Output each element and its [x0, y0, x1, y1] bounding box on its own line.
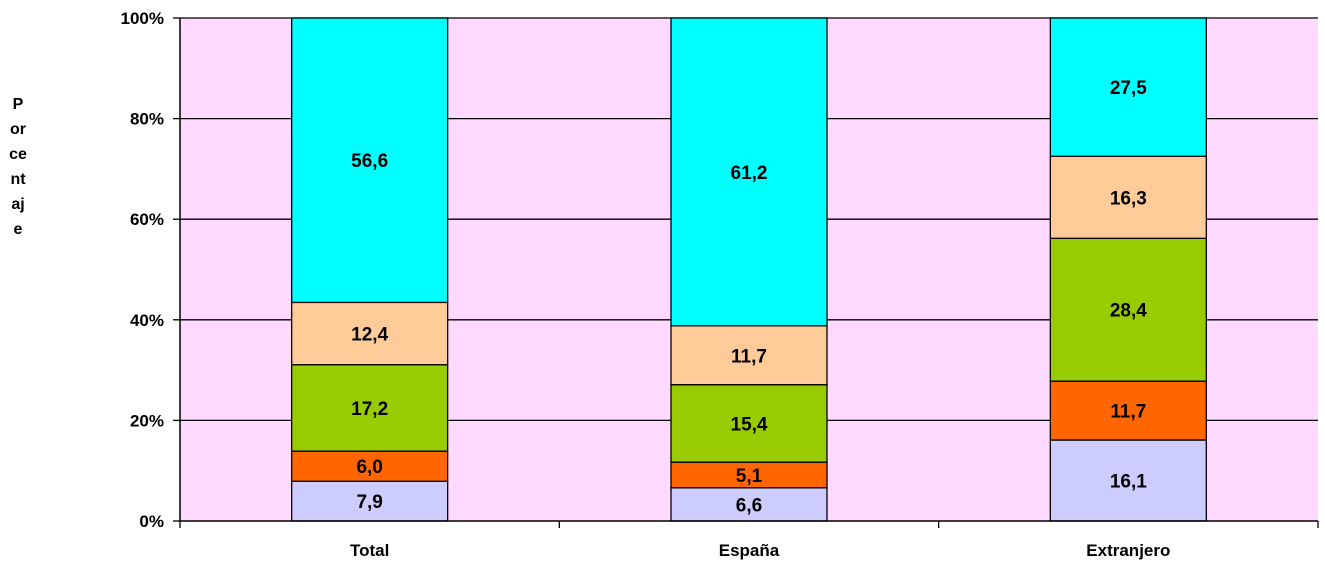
bar-segment [1049, 17, 1207, 157]
bar-segment [1049, 155, 1207, 239]
bar-segment [1049, 237, 1207, 382]
data-label: 16,1 [1110, 472, 1147, 493]
data-label: 15,4 [731, 414, 768, 435]
data-label: 6,6 [736, 495, 762, 516]
bar-segment [670, 325, 828, 386]
data-label: 11,7 [1110, 402, 1146, 423]
data-label: 7,9 [356, 492, 382, 513]
data-label: 27,5 [1110, 78, 1147, 99]
data-label: 61,2 [731, 163, 768, 184]
data-label: 56,6 [351, 151, 388, 172]
data-label: 5,1 [736, 466, 763, 487]
bar-segment [670, 461, 828, 489]
data-label: 12,4 [351, 325, 388, 346]
x-tick-label: Extranjero [1086, 541, 1170, 560]
y-tick-label: 100% [121, 9, 164, 28]
x-tick-label: España [719, 541, 780, 560]
bar-segment [291, 17, 449, 304]
data-label: 11,7 [731, 346, 767, 367]
data-label: 17,2 [351, 399, 388, 420]
y-tick-label: 60% [130, 210, 164, 229]
y-tick-label: 0% [139, 512, 164, 531]
data-label: 16,3 [1110, 188, 1147, 209]
bar-segment [670, 17, 828, 327]
y-tick-label: 20% [130, 411, 164, 430]
bar-segment [670, 487, 828, 522]
bar-segment [1049, 380, 1207, 441]
x-tick-label: Total [350, 541, 389, 560]
bar-segment [670, 384, 828, 463]
bar-segment [1049, 439, 1207, 522]
data-label: 6,0 [356, 457, 382, 478]
data-label: 28,4 [1110, 301, 1147, 322]
bar-segment [291, 301, 449, 366]
y-tick-label: 40% [130, 311, 164, 330]
y-axis-label: Porcentaje [9, 96, 27, 238]
y-tick-label: 80% [130, 110, 164, 129]
